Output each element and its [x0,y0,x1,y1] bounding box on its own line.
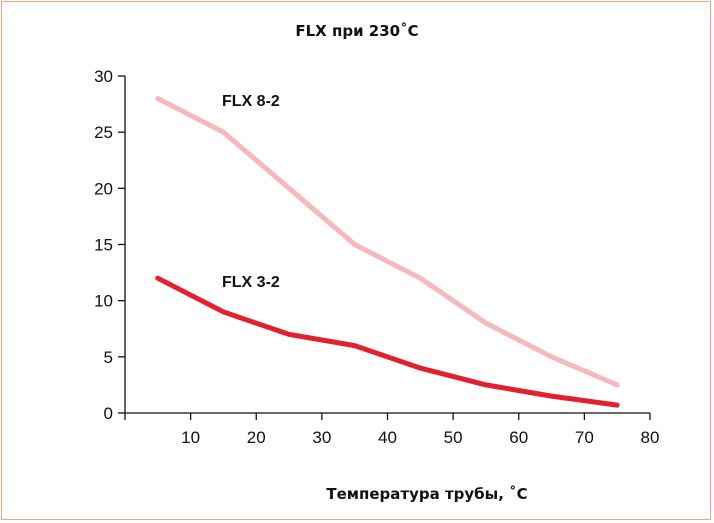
x-tick-label: 80 [641,428,660,447]
y-tick-label: 30 [94,67,113,86]
y-tick-label: 10 [94,292,113,311]
x-tick-label: 20 [247,428,266,447]
x-tick-label: 60 [509,428,528,447]
series-layer [155,96,620,408]
x-axis-label: Температура трубы, ˚C [326,485,528,503]
series-label-flx-8-2: FLX 8-2 [222,93,280,110]
series-labels: FLX 8-2 FLX 3-2 [222,93,280,291]
chart-title: FLX при 230˚C [295,22,419,40]
y-tick-label: 15 [94,236,113,255]
axes: 0 5 10 15 20 25 30 10 20 30 40 50 60 70 80 [94,67,659,447]
x-tick-label: 40 [378,428,397,447]
series-label-flx-3-2: FLX 3-2 [222,274,280,291]
y-tick-label: 5 [104,348,113,367]
y-tick-label: 25 [94,123,113,142]
series-line-flx-3-2 [155,275,620,408]
x-tick-label: 50 [444,428,463,447]
x-tick-label: 30 [312,428,331,447]
y-tick-label: 20 [94,179,113,198]
y-tick-label: 0 [104,404,113,423]
series-line-flx-8-2 [155,96,620,388]
x-tick-label: 10 [181,428,200,447]
x-tick-label: 70 [575,428,594,447]
